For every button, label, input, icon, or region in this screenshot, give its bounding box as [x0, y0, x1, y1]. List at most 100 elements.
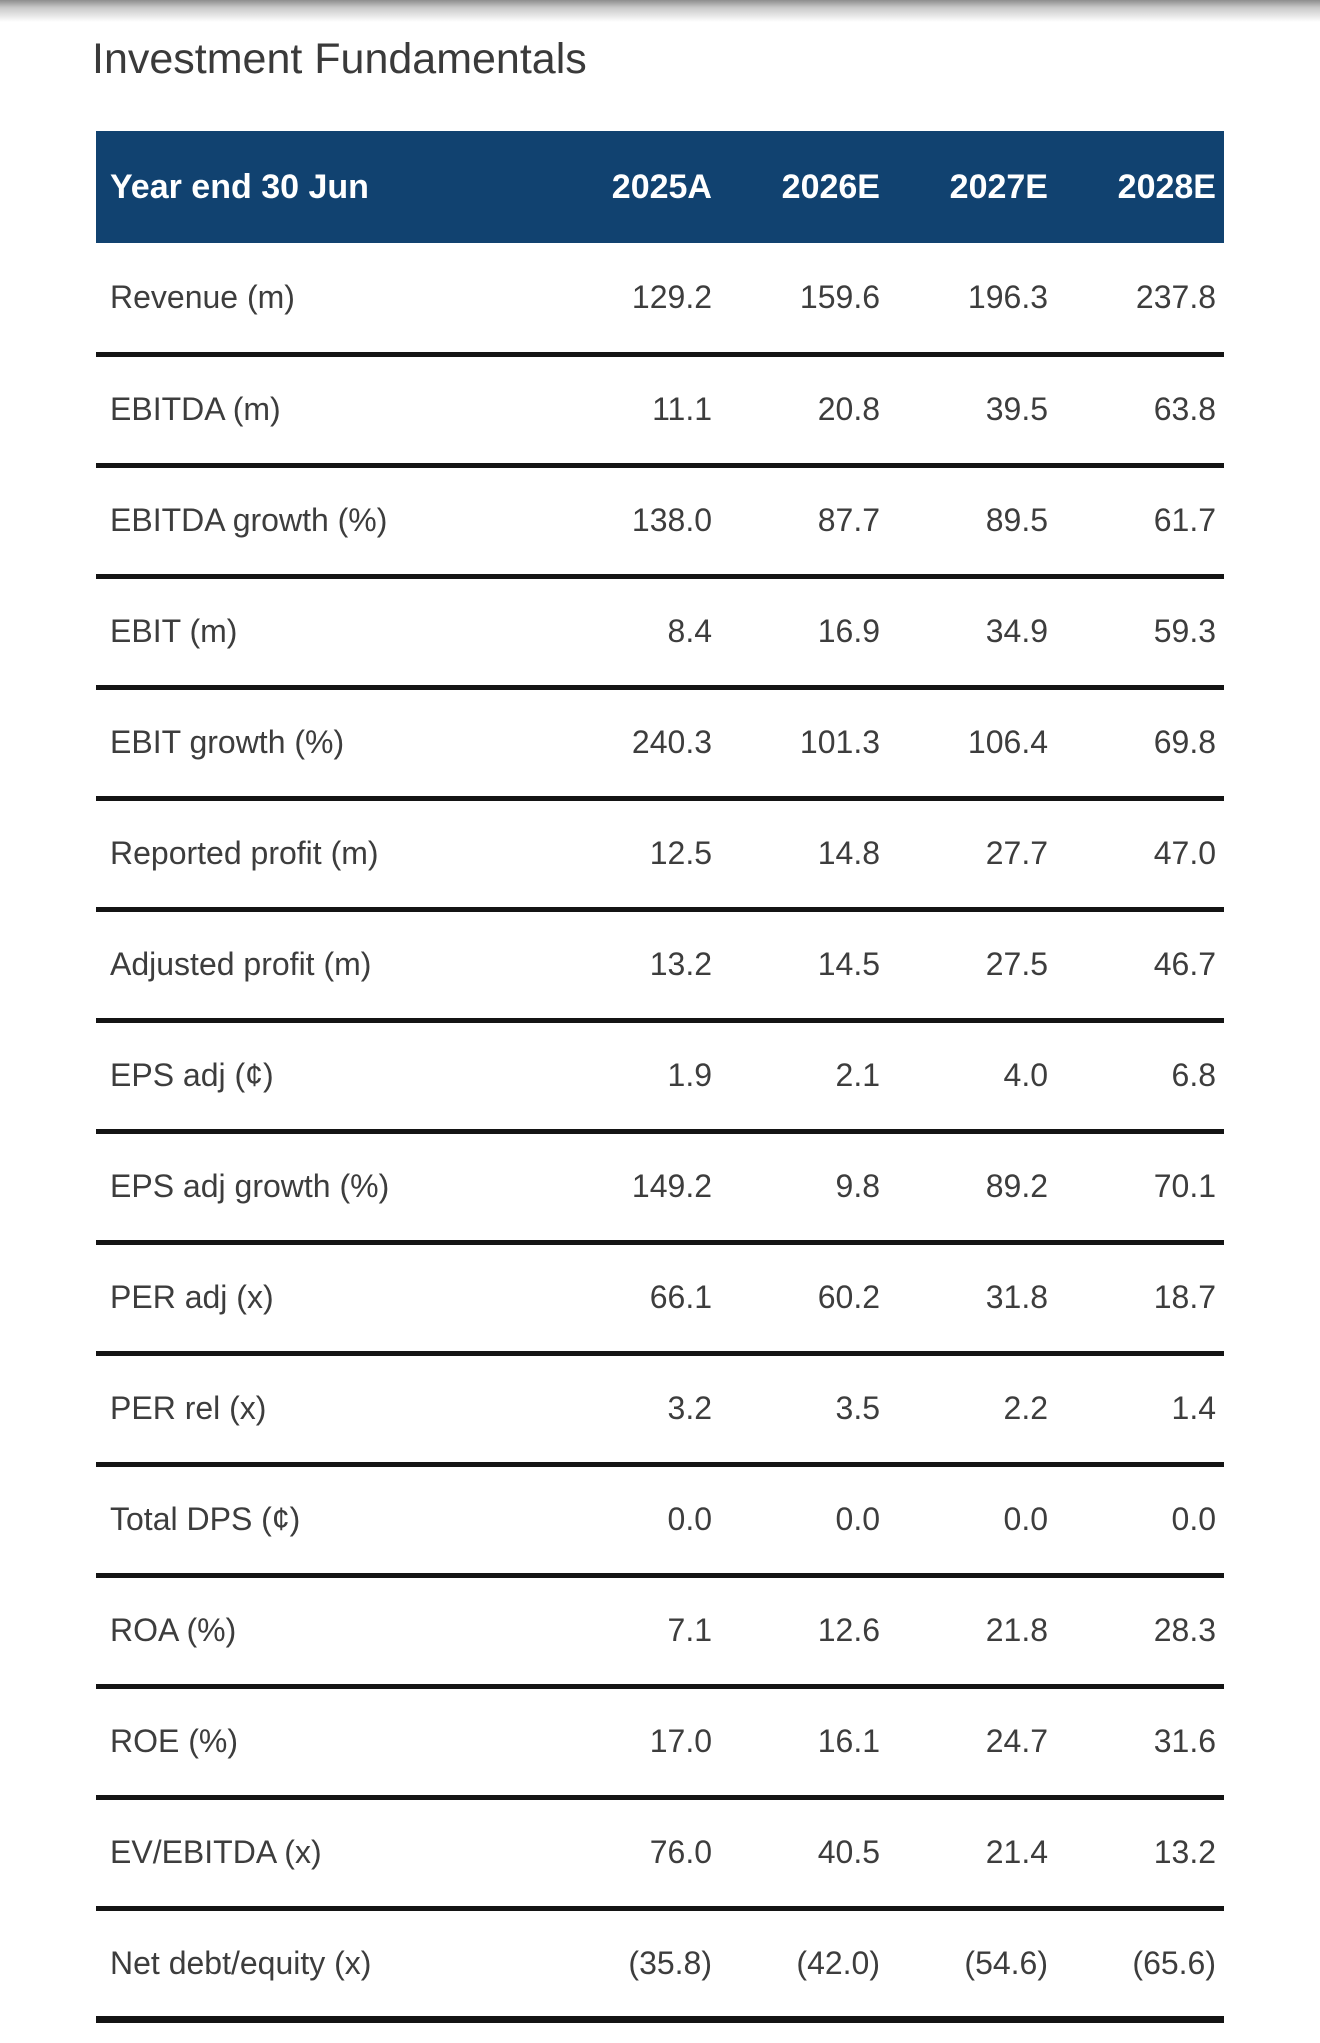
row-label: ROA (%) [110, 1612, 237, 1648]
row-value: 47.0 [1153, 835, 1216, 871]
row-value: 6.8 [1171, 1057, 1216, 1093]
row-value: 14.8 [817, 835, 880, 871]
row-label: EBITDA (m) [110, 391, 281, 427]
row-value: 11.1 [652, 391, 712, 427]
row-value: 20.8 [817, 391, 880, 427]
row-value: 0.0 [1003, 1501, 1048, 1537]
row-label: Revenue (m) [110, 278, 295, 315]
row-value: 17.0 [649, 1723, 712, 1759]
row-label: Adjusted profit (m) [110, 946, 372, 982]
row-value: 63.8 [1153, 391, 1216, 427]
row-value: 70.1 [1153, 1168, 1216, 1204]
row-value: 1.9 [667, 1057, 712, 1093]
row-value: 59.3 [1153, 613, 1216, 649]
row-value: 240.3 [631, 724, 712, 760]
row-value: 0.0 [1171, 1501, 1216, 1537]
table-row: EBITDA (m) 11.1 20.8 39.5 63.8 [96, 354, 1224, 465]
row-value: 27.5 [985, 946, 1048, 982]
table-row: EBIT growth (%) 240.3 101.3 106.4 69.8 [96, 687, 1224, 798]
row-value: 21.4 [985, 1834, 1048, 1870]
row-value: 12.5 [649, 835, 712, 871]
row-value: (35.8) [628, 1944, 712, 1981]
table-row: PER adj (x) 66.1 60.2 31.8 18.7 [96, 1242, 1224, 1353]
row-value: 13.2 [649, 946, 712, 982]
table-row: EV/EBITDA (x) 76.0 40.5 21.4 13.2 [96, 1797, 1224, 1908]
row-value: 9.8 [835, 1168, 880, 1204]
column-header-2028e: 2028E [1117, 167, 1216, 206]
row-value: 237.8 [1135, 278, 1216, 315]
row-value: 34.9 [985, 613, 1048, 649]
table-row: EPS adj growth (%) 149.2 9.8 89.2 70.1 [96, 1131, 1224, 1242]
table-header-row: Year end 30 Jun 2025A 2026E 2027E 2028E [96, 131, 1224, 243]
table-row: PER rel (x) 3.2 3.5 2.2 1.4 [96, 1353, 1224, 1464]
row-label: ROE (%) [110, 1723, 238, 1759]
row-value: 14.5 [817, 946, 880, 982]
row-value: 76.0 [649, 1834, 712, 1870]
row-value: 3.2 [667, 1390, 712, 1426]
row-value: 46.7 [1153, 946, 1216, 982]
column-header-2026e: 2026E [781, 167, 880, 206]
row-value: (42.0) [796, 1944, 880, 1981]
table-row: Revenue (m) 129.2 159.6 196.3 237.8 [96, 243, 1224, 354]
row-value: 89.2 [985, 1168, 1048, 1204]
investment-fundamentals-table: Year end 30 Jun 2025A 2026E 2027E 2028E … [96, 131, 1224, 2023]
row-label: EPS adj growth (%) [110, 1168, 390, 1204]
row-value: 196.3 [967, 278, 1048, 315]
column-header-2027e: 2027E [949, 167, 1048, 206]
row-value: 106.4 [967, 724, 1048, 760]
row-value: 101.3 [799, 724, 880, 760]
row-value: 24.7 [985, 1723, 1048, 1759]
row-label: PER rel (x) [110, 1390, 267, 1426]
row-value: 87.7 [817, 502, 880, 538]
row-value: 28.3 [1153, 1612, 1216, 1648]
row-value: 66.1 [649, 1279, 712, 1315]
row-value: 16.1 [817, 1723, 880, 1759]
row-label: EV/EBITDA (x) [110, 1834, 322, 1870]
row-label: Net debt/equity (x) [110, 1944, 372, 1981]
row-value: 138.0 [631, 502, 712, 538]
table-row: Net debt/equity (x) (35.8) (42.0) (54.6)… [96, 1908, 1224, 2019]
row-value: 21.8 [985, 1612, 1048, 1648]
row-value: 16.9 [817, 613, 880, 649]
row-value: (65.6) [1132, 1944, 1216, 1981]
year-end-header-cell: Year end 30 Jun [110, 167, 369, 206]
row-value: 7.1 [667, 1612, 712, 1648]
row-label: Total DPS (¢) [110, 1501, 301, 1537]
row-value: 60.2 [817, 1279, 880, 1315]
table-row: ROA (%) 7.1 12.6 21.8 28.3 [96, 1575, 1224, 1686]
row-value: 2.2 [1003, 1390, 1048, 1426]
row-label: PER adj (x) [110, 1279, 274, 1315]
row-value: 2.1 [835, 1057, 880, 1093]
row-value: 129.2 [631, 278, 712, 315]
row-value: 31.8 [985, 1279, 1048, 1315]
row-value: 40.5 [817, 1834, 880, 1870]
row-value: 149.2 [631, 1168, 712, 1204]
table-row: Adjusted profit (m) 13.2 14.5 27.5 46.7 [96, 909, 1224, 1020]
row-value: 159.6 [799, 278, 880, 315]
row-value: 27.7 [985, 835, 1048, 871]
row-label: EPS adj (¢) [110, 1057, 274, 1093]
table-body: Revenue (m) 129.2 159.6 196.3 237.8 EBIT… [96, 243, 1224, 2019]
table-row: Total DPS (¢) 0.0 0.0 0.0 0.0 [96, 1464, 1224, 1575]
row-value: 0.0 [835, 1501, 880, 1537]
row-label: EBIT growth (%) [110, 724, 345, 760]
table-row: ROE (%) 17.0 16.1 24.7 31.6 [96, 1686, 1224, 1797]
row-value: 4.0 [1003, 1057, 1048, 1093]
row-value: (54.6) [964, 1944, 1048, 1981]
row-value: 0.0 [667, 1501, 712, 1537]
row-value: 61.7 [1153, 502, 1216, 538]
row-value: 31.6 [1153, 1723, 1216, 1759]
row-label: EBIT (m) [110, 613, 238, 649]
row-label: EBITDA growth (%) [110, 502, 388, 538]
row-value: 89.5 [985, 502, 1048, 538]
top-edge-shadow [0, 0, 1320, 22]
row-value: 69.8 [1153, 724, 1216, 760]
table-row: Reported profit (m) 12.5 14.8 27.7 47.0 [96, 798, 1224, 909]
table-row: EBITDA growth (%) 138.0 87.7 89.5 61.7 [96, 465, 1224, 576]
table-row: EBIT (m) 8.4 16.9 34.9 59.3 [96, 576, 1224, 687]
column-header-2025a: 2025A [611, 167, 712, 206]
row-value: 18.7 [1153, 1279, 1216, 1315]
page-title: Investment Fundamentals [92, 35, 587, 83]
row-value: 8.4 [667, 613, 712, 649]
